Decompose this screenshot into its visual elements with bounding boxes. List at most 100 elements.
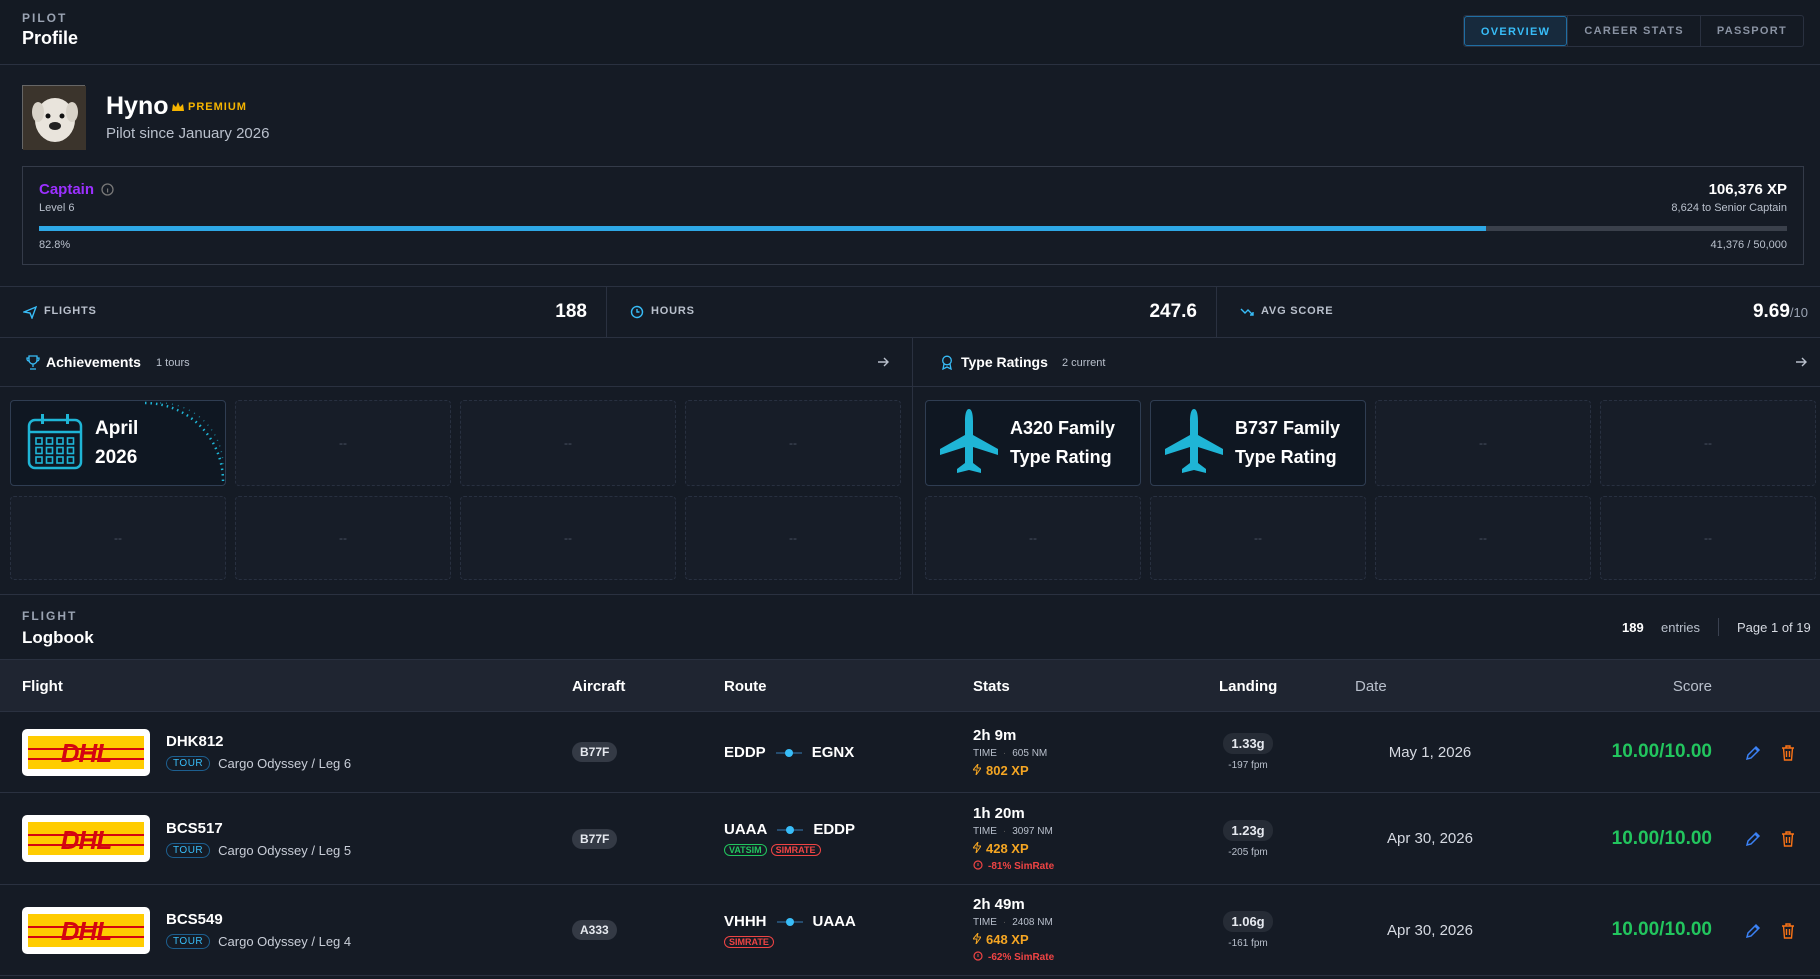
level: Level 6 [39, 202, 75, 214]
tile[interactable]: A320 Family Type Rating [925, 400, 1141, 486]
bolt [971, 932, 982, 947]
date: Apr 30, 2026 [1387, 921, 1473, 939]
icon [973, 859, 983, 870]
icon [971, 932, 982, 945]
stat-value: 9.69 [1752, 301, 1790, 322]
route-cell: EDDP EGNX [724, 712, 854, 792]
date-cell: Apr 30, 2026 [1330, 885, 1530, 975]
icon [21, 305, 38, 320]
flight-number: BCS517 [166, 819, 223, 837]
leg-name: Cargo Odyssey / Leg 4 [218, 934, 352, 949]
info-icon[interactable] [101, 183, 114, 196]
tile-line1: B737 Family [1235, 418, 1341, 438]
tile-text: April 2026 [95, 414, 138, 472]
landing-g: 1.06g [1223, 911, 1273, 932]
panel-arrow[interactable] [1794, 355, 1808, 374]
tile-placeholder: -- [235, 400, 451, 486]
tab[interactable]: PASSPORT [1699, 16, 1803, 46]
edit-button[interactable] [1745, 923, 1761, 944]
flight-number: BCS549 [166, 911, 223, 928]
tab[interactable]: OVERVIEW [1463, 16, 1568, 46]
stats-cell: 1h 20m TIME · 3097 NM 428 XP -81% SimRate [971, 793, 1054, 884]
stat-icon [630, 305, 644, 324]
tile[interactable]: April 2026 [10, 400, 226, 486]
time-label: TIME [973, 825, 997, 837]
network-badge: VATSIM [724, 844, 767, 856]
log-row: DHL DHK812 TOUR Cargo Odyssey / Leg 6 B77F ED… [0, 712, 1820, 793]
destination: UAAA [812, 912, 856, 930]
aircraft-cell: A333 [572, 885, 617, 975]
crown-icon [172, 102, 184, 111]
column-header: Route [724, 678, 767, 695]
tile-placeholder: -- [460, 400, 676, 486]
tile-text: A320 Family Type Rating [1010, 414, 1115, 472]
tile[interactable]: B737 Family Type Rating [1150, 400, 1366, 486]
icon [1165, 408, 1223, 473]
origin: UAAA [724, 821, 768, 838]
delete-button[interactable] [1781, 831, 1795, 852]
distance: 605 NM [1012, 747, 1048, 759]
time-label: TIME [973, 747, 997, 759]
edit-button[interactable] [1745, 745, 1761, 766]
panel-title: Achievements [46, 354, 141, 370]
aircraft-cell: B77F [572, 793, 618, 884]
logo-text: DHL [28, 735, 144, 769]
flight-cell: BCS517 TOUR Cargo Odyssey / Leg 5 [166, 793, 351, 884]
stat-value: 247.6 [1149, 301, 1197, 322]
achievements-panel: Achievements 1 tours April 2026 -- -- -- -- -- --… [0, 338, 913, 594]
leg-name: Cargo Odyssey / Leg 6 [218, 756, 352, 771]
dot: · [1002, 917, 1007, 928]
duration: 2h 49m [973, 896, 1025, 913]
delete-button[interactable] [1781, 922, 1795, 944]
flight-tags: TOUR Cargo Odyssey / Leg 6 [166, 756, 351, 771]
tile-icon [938, 407, 1000, 480]
tile-placeholder: -- [1375, 496, 1591, 580]
page-title: Profile [22, 28, 79, 48]
stats-row: FLIGHTS 188 HOURS 247.6 AVG SCORE 9.69/10 [0, 286, 1820, 338]
stat-label: HOURS [651, 305, 695, 317]
penalty-row: -62% SimRate [973, 951, 1054, 964]
tab[interactable]: CAREER STATS [1567, 16, 1700, 46]
stat-value-wrap: 9.69/10 [1753, 301, 1808, 323]
route-connector [776, 913, 803, 930]
landing-fpm: -205 fpm [1228, 846, 1268, 858]
network-badge: SIMRATE [724, 935, 774, 948]
tile-line2: Type Rating [1235, 447, 1337, 467]
landing-cell: 1.06g -161 fpm [1200, 885, 1296, 975]
progress-track [39, 226, 1787, 231]
icon [1745, 745, 1761, 760]
delete-button[interactable] [1781, 744, 1795, 766]
xp: 802 XP [986, 762, 1029, 778]
bolt [971, 763, 982, 778]
avatar [22, 85, 86, 150]
leg-name: Cargo Odyssey / Leg 5 [218, 842, 352, 858]
eyebrow: PILOT [22, 11, 68, 25]
logbook-header: FLIGHT Logbook 189 entries Page 1 of 19 [0, 594, 1820, 659]
airline-logo: DHL [22, 728, 150, 776]
tour-tag: TOUR [166, 756, 211, 771]
icon [971, 841, 982, 853]
entries-count: 189 [1622, 620, 1644, 635]
date: Apr 30, 2026 [1387, 830, 1473, 847]
tile-decoration [125, 401, 225, 490]
duration: 2h 9m [973, 726, 1017, 744]
edit-button[interactable] [1745, 831, 1761, 852]
panel-count: 1 tours [156, 357, 190, 369]
landing-g: 1.33g [1223, 733, 1273, 754]
origin: VHHH [724, 912, 767, 930]
tile-placeholder: -- [235, 496, 451, 580]
tile-icon [27, 413, 83, 474]
icon [1782, 922, 1794, 939]
route-cell: VHHH UAAA SIMRATE [724, 885, 856, 975]
column-header: Score [1672, 678, 1712, 695]
stat-label: FLIGHTS [44, 305, 97, 317]
eyebrow: FLIGHT [22, 609, 78, 623]
stat-cell: AVG SCORE 9.69/10 [1217, 287, 1820, 337]
header-line [0, 386, 912, 387]
column-header: Aircraft [572, 678, 626, 695]
score: 10.00/10.00 [1611, 741, 1712, 762]
stat-value-wrap: 188 [555, 301, 587, 323]
route-line: UAAA EDDP [724, 821, 855, 838]
panel-arrow[interactable] [876, 355, 890, 374]
